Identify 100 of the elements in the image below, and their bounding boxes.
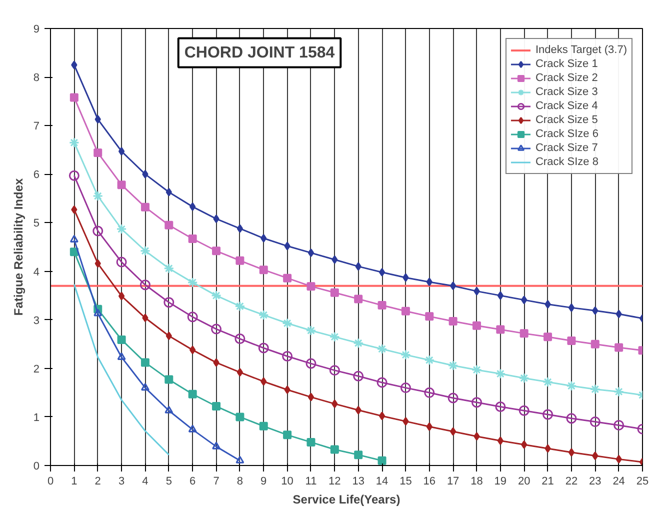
point bbox=[140, 358, 150, 367]
point bbox=[518, 372, 530, 384]
point bbox=[448, 392, 458, 404]
point bbox=[284, 386, 290, 394]
y-tick-label: 7 bbox=[33, 120, 40, 133]
point bbox=[567, 336, 576, 345]
point bbox=[544, 444, 551, 453]
x-tick-label: 3 bbox=[118, 476, 125, 488]
point bbox=[448, 360, 458, 371]
point bbox=[355, 406, 362, 414]
point bbox=[376, 377, 388, 388]
x-tick-label: 18 bbox=[470, 476, 483, 488]
point bbox=[495, 368, 506, 379]
point bbox=[568, 448, 575, 457]
point bbox=[164, 220, 174, 230]
point bbox=[590, 384, 600, 395]
x-tick-label: 1 bbox=[71, 476, 78, 488]
point bbox=[353, 370, 364, 382]
x-tick-label: 2 bbox=[94, 476, 101, 488]
point bbox=[234, 300, 246, 312]
point bbox=[474, 432, 480, 441]
point bbox=[68, 137, 80, 148]
point bbox=[117, 352, 126, 360]
x-tick-label: 5 bbox=[166, 476, 172, 488]
x-tick-label: 4 bbox=[142, 476, 148, 488]
point bbox=[140, 280, 150, 290]
point bbox=[118, 292, 125, 300]
point bbox=[308, 392, 314, 402]
point bbox=[236, 256, 244, 265]
point bbox=[306, 325, 316, 336]
point bbox=[117, 180, 126, 190]
point bbox=[544, 300, 551, 309]
x-tick-label: 19 bbox=[494, 476, 507, 488]
point bbox=[116, 256, 127, 268]
point bbox=[353, 338, 364, 348]
point bbox=[70, 93, 78, 102]
point bbox=[544, 332, 552, 342]
x-tick-label: 22 bbox=[565, 476, 578, 488]
point bbox=[306, 282, 316, 291]
point bbox=[188, 390, 197, 398]
x-tick-label: 14 bbox=[376, 476, 388, 488]
text: CHORD JOINT 1584 bbox=[184, 44, 335, 62]
point bbox=[212, 246, 221, 256]
point bbox=[330, 445, 339, 454]
x-tick-label: 24 bbox=[612, 476, 625, 488]
point bbox=[70, 234, 78, 242]
point bbox=[614, 386, 624, 397]
point bbox=[236, 456, 244, 464]
y-tick-label: 6 bbox=[33, 169, 40, 182]
point bbox=[259, 422, 268, 430]
x-tick-label: 10 bbox=[281, 476, 294, 488]
point bbox=[142, 170, 148, 178]
point bbox=[616, 454, 622, 464]
point bbox=[521, 440, 528, 449]
legend-label: Crack Size 5 bbox=[535, 113, 598, 127]
point bbox=[260, 234, 267, 243]
point bbox=[94, 148, 102, 158]
point bbox=[212, 402, 221, 411]
point bbox=[542, 409, 554, 420]
y-tick-label: 0 bbox=[33, 460, 40, 472]
point bbox=[542, 376, 554, 388]
point bbox=[283, 430, 292, 440]
point bbox=[424, 354, 435, 366]
legend-label: Crack SIze 6 bbox=[535, 127, 598, 141]
legend-label: Crack Size 3 bbox=[535, 85, 598, 99]
point bbox=[306, 358, 316, 369]
point bbox=[472, 321, 481, 330]
point bbox=[188, 424, 197, 432]
point bbox=[448, 317, 458, 326]
point bbox=[450, 427, 456, 436]
legend-label: Crack SIze 8 bbox=[535, 155, 598, 169]
point bbox=[378, 456, 386, 465]
y-axis-title: Fatigue Reliability Index bbox=[11, 178, 26, 316]
point bbox=[426, 278, 432, 286]
x-tick-label: 7 bbox=[213, 476, 220, 488]
point bbox=[402, 417, 409, 426]
point bbox=[400, 382, 411, 394]
point bbox=[259, 266, 268, 274]
x-tick-label: 8 bbox=[236, 476, 244, 488]
y-tick-label: 2 bbox=[33, 363, 40, 376]
x-tick-label: 6 bbox=[190, 476, 196, 488]
point bbox=[94, 115, 101, 124]
point bbox=[236, 368, 244, 377]
point bbox=[164, 406, 174, 414]
x-tick-label: 13 bbox=[352, 476, 364, 488]
point bbox=[140, 246, 150, 256]
point bbox=[378, 412, 386, 420]
point bbox=[566, 413, 577, 424]
point bbox=[213, 358, 220, 367]
point bbox=[260, 377, 267, 386]
point bbox=[329, 365, 340, 376]
point bbox=[378, 301, 386, 310]
point bbox=[166, 332, 172, 340]
point bbox=[258, 342, 269, 354]
point bbox=[117, 335, 126, 344]
point bbox=[518, 405, 530, 416]
point bbox=[164, 297, 174, 308]
point bbox=[332, 400, 338, 408]
point bbox=[283, 274, 292, 282]
legend-label: Crack Size 1 bbox=[535, 57, 598, 71]
